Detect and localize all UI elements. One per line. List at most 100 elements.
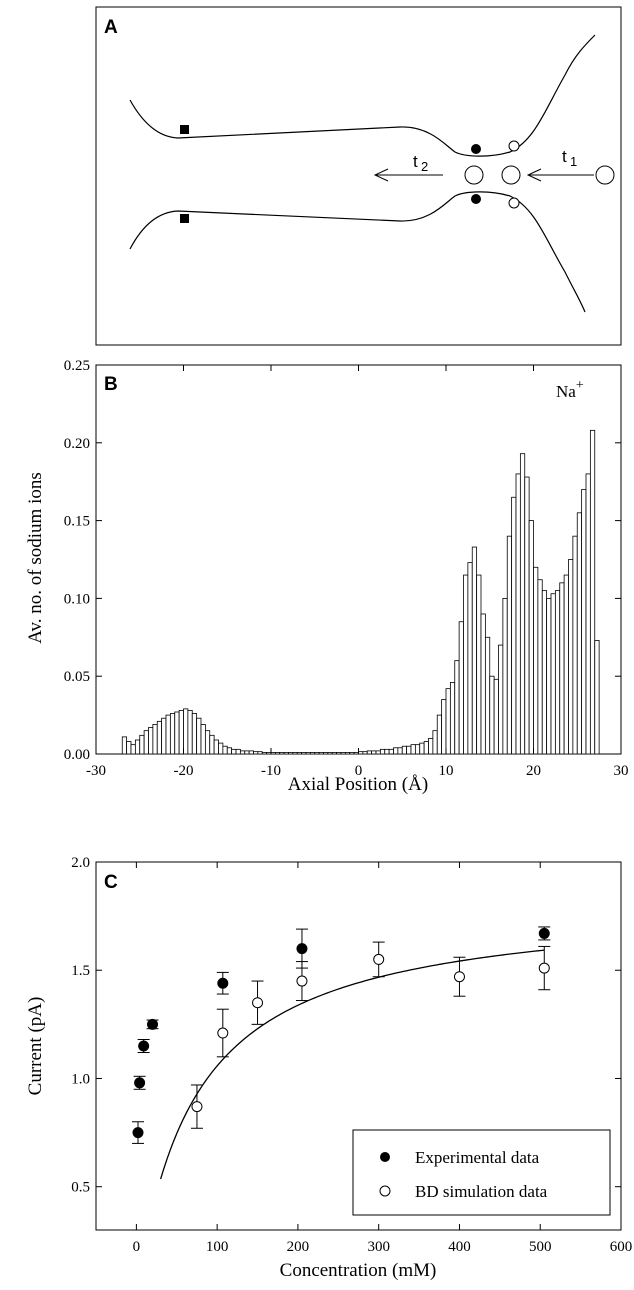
histogram-bar [296,752,303,755]
histogram-bar [196,717,202,755]
histogram-bar [323,752,329,755]
panel-c-ticks: 0 100 200 300 400 500 600 0.5 1.0 1.5 2.0 [71,855,632,1255]
arrow-t1 [526,168,594,182]
histogram-bar [528,520,534,755]
histogram-bar [511,496,517,755]
x-tick-label: 200 [287,1239,310,1255]
y-tick-label: 0.15 [64,514,90,530]
histogram-bar [283,752,289,755]
x-tick-label: 20 [526,763,541,779]
histogram-bar [226,747,233,755]
y-tick-label: 0.20 [64,436,90,452]
histogram-bar [449,682,456,755]
charge-filled-lower [471,194,481,204]
histogram-bar [340,752,346,755]
x-tick-label: 30 [614,763,629,779]
legend-label-experimental: Experimental data [415,1148,540,1167]
x-tick-label: 300 [367,1239,390,1255]
histogram-bar [445,688,451,755]
histogram-bar [559,582,565,755]
histogram-bar [476,574,482,755]
simulation-point [453,956,466,997]
histogram-bar [554,590,561,755]
panel-c-label: C [104,872,118,893]
panel-a-label: A [104,17,118,38]
y-tick-label: 1.0 [71,1071,90,1087]
histogram-bar [519,453,526,755]
arrow-t1-subscript: 1 [570,154,577,169]
panel-a-frame [95,6,622,346]
histogram-bar [187,710,193,755]
experimental-point [133,1075,146,1090]
histogram-bar [248,750,254,755]
histogram-bar [279,752,285,755]
histogram-bar [423,741,429,755]
histogram-bar [344,752,351,755]
histogram-bar [388,748,394,755]
histogram-bar [576,512,583,755]
panel-b-label: B [104,374,118,395]
arrow-t2 [373,168,443,182]
histogram-bar [204,730,211,755]
histogram-bar [467,562,473,755]
histogram-bar [406,745,412,755]
histogram-bar [581,489,587,755]
ion-annotation: Na+ [556,378,584,401]
charge-open-upper [508,140,520,152]
legend-marker-experimental [380,1152,390,1162]
histogram-bar [498,644,504,755]
histogram-bar [174,711,180,755]
histogram-bar [239,750,246,755]
histogram-bar [393,747,399,755]
histogram-bar [183,708,189,755]
histogram-bar [441,699,447,755]
experimental-point [216,971,229,995]
histogram-bar [288,752,294,755]
histogram-bar [121,736,128,755]
y-tick-label: 1.5 [71,963,90,979]
channel-upper-wall [129,34,596,157]
histogram-bar [292,752,298,755]
x-axis-label-b: Axial Position (Å) [288,774,428,795]
panel-c-scatter: C 0 100 200 300 400 500 600 0.5 1.0 1.5 2.0 Experi… [25,855,632,1281]
charge-square-upper [180,125,189,134]
experimental-point [137,1039,150,1053]
histogram-bar [191,713,198,755]
ion-right [595,165,615,185]
histogram-bar [563,574,569,755]
simulation-point [190,1084,203,1129]
histogram-bar [428,738,434,755]
charge-filled-upper [471,144,481,154]
simulation-marker [191,1101,203,1113]
histogram-bar [261,752,268,755]
y-tick-label: 0.5 [71,1180,90,1196]
histogram-bar [489,675,495,755]
histogram-bar [371,750,377,755]
panel-b-histogram: B -30 -20 -10 0 10 20 30 0.00 0.05 0.10 0.15 0.20 0.… [25,358,629,795]
histogram-bar [314,752,320,755]
x-tick-label: 500 [529,1239,552,1255]
histogram-bar [375,750,381,755]
histogram-bar [419,742,425,755]
histogram-bar [524,476,530,755]
simulation-marker [373,953,385,965]
experimental-point [146,1018,159,1030]
simulation-marker [217,1027,229,1039]
histogram-bar [126,741,132,755]
histogram-bar [589,429,596,755]
panel-a: A t 2 t 1 [95,6,622,346]
histogram-bar [331,752,338,755]
histogram-bar [410,744,416,755]
experimental-point [538,926,551,941]
histogram-bar [209,734,215,755]
ion-middle [501,165,521,185]
charge-square-lower [180,214,189,223]
x-tick-label: 600 [610,1239,633,1255]
ion-left [464,165,484,185]
histogram-bar [594,640,600,755]
legend-marker-simulation [379,1185,391,1197]
experimental-marker [147,1018,159,1030]
histogram-bar [366,750,373,755]
simulation-point [251,980,264,1025]
legend: Experimental data BD simulation data [352,1129,611,1216]
